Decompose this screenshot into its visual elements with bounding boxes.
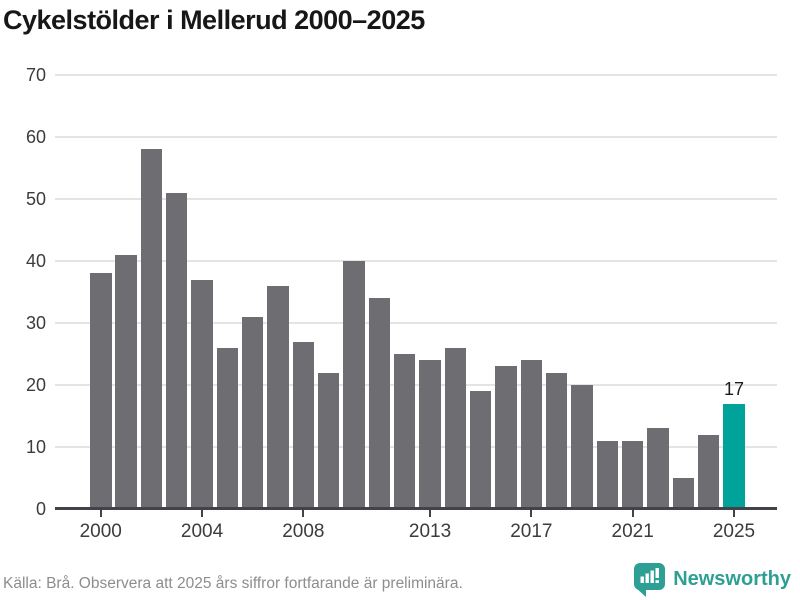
bar-2009: [317, 372, 340, 509]
bar-2024: [697, 434, 720, 509]
chart-title: Cykelstölder i Mellerud 2000–2025: [3, 5, 425, 35]
bar-2015: [469, 391, 492, 509]
value-label-2025: 17: [723, 378, 744, 399]
x-axis-tick-2004: [201, 510, 204, 517]
bar-2007: [267, 285, 289, 509]
bar-cell-2018: [545, 75, 568, 509]
bar-2002: [140, 149, 163, 509]
y-axis-label-20: 20: [25, 375, 46, 395]
bar-cell-2003: [165, 75, 188, 509]
y-axis-label-30: 30: [25, 313, 46, 333]
bar-cell-2024: [697, 75, 720, 509]
y-axis-label-50: 50: [25, 189, 46, 209]
x-axis-tick-2021: [631, 510, 634, 517]
x-axis-label-2000: 2000: [79, 521, 122, 542]
bar-2012: [393, 354, 416, 509]
bar-cell-2004: 2004: [181, 75, 223, 542]
y-gridline-70: [55, 74, 777, 76]
bar-2019: [571, 385, 593, 509]
brand-name: Newsworthy: [673, 568, 791, 590]
bar-2003: [165, 192, 188, 509]
x-axis-tick-2017: [530, 510, 533, 517]
bar-2014: [444, 347, 467, 509]
x-axis-label-2017: 2017: [510, 521, 553, 542]
bar-cell-2017: 2017: [510, 75, 552, 542]
y-gridline-50: [55, 198, 777, 200]
bar-cell-2006: [241, 75, 264, 509]
bar-2001: [115, 254, 137, 509]
bar-chart-speech-bubble-icon: [634, 563, 666, 597]
bar-cell-2001: [115, 75, 137, 509]
y-axis-label-0: 0: [35, 499, 46, 519]
y-axis-label-10: 10: [25, 437, 46, 457]
bar-cell-2000: 2000: [80, 75, 122, 542]
x-axis-label-2008: 2008: [282, 521, 325, 542]
y-gridline-40: [55, 260, 777, 263]
bar-2025: [723, 403, 745, 509]
x-axis-label-2013: 2013: [408, 521, 452, 542]
bar-2023: [672, 478, 695, 509]
bar-cell-2008: 2008: [282, 75, 325, 542]
bar-2017: [520, 360, 543, 509]
bars-row: 2000 2004 2008 2013 2017 2021 17 2025: [80, 75, 755, 542]
bar-2018: [545, 372, 568, 509]
bar-cell-2020: [596, 75, 619, 509]
y-gridline-30: [55, 322, 777, 324]
bar-cell-2022: [647, 75, 669, 509]
bar-2005: [216, 347, 239, 509]
x-axis-tick-2013: [429, 510, 432, 517]
bar-cell-2025: 17 2025: [713, 75, 755, 542]
bar-cell-2021: 2021: [612, 75, 654, 542]
bar-2013: [419, 360, 441, 509]
x-axis-baseline: [55, 507, 777, 510]
bar-cell-2007: [267, 75, 289, 509]
bar-cell-2016: [495, 75, 517, 509]
x-axis-tick-2025: [732, 510, 735, 517]
x-axis-label-2021: 2021: [611, 521, 654, 542]
bar-cell-2010: [343, 75, 365, 509]
source-note: Källa: Brå. Observera att 2025 års siffr…: [3, 575, 463, 592]
x-axis-label-2025: 2025: [712, 521, 756, 542]
newsworthy-logo: Newsworthy: [633, 562, 791, 597]
bar-2020: [596, 440, 619, 509]
bar-cell-2002: [140, 75, 163, 509]
x-axis-label-2004: 2004: [180, 521, 224, 542]
y-gridline-10: [55, 446, 777, 449]
bar-2016: [495, 366, 517, 509]
x-axis-tick-2008: [302, 510, 305, 517]
bar-2008: [292, 341, 315, 509]
bar-2022: [647, 428, 669, 509]
bar-2021: [621, 440, 644, 509]
bar-cell-2012: [393, 75, 416, 509]
plot-area: 2000 2004 2008 2013 2017 2021 17 2025 0 10 20 30 40…: [0, 66, 800, 542]
bar-2000: [90, 273, 112, 509]
y-axis-label-70: 70: [25, 65, 46, 85]
y-axis-label-40: 40: [25, 251, 46, 271]
y-gridline-60: [55, 136, 777, 138]
bar-cell-2013: 2013: [409, 75, 451, 542]
y-gridline-20: [55, 384, 777, 387]
bar-cell-2005: [216, 75, 239, 509]
bar-cell-2011: [368, 75, 391, 509]
bar-2004: [191, 279, 213, 509]
y-axis-label-60: 60: [25, 127, 46, 147]
bar-cell-2015: [469, 75, 492, 509]
bar-cell-2014: [444, 75, 467, 509]
x-axis-tick-2000: [99, 510, 102, 517]
bar-2011: [368, 298, 391, 509]
bar-cell-2009: [317, 75, 340, 509]
bar-cell-2019: [571, 75, 593, 509]
bar-2010: [343, 261, 365, 509]
bar-2006: [241, 316, 264, 509]
bar-cell-2023: [672, 75, 695, 509]
